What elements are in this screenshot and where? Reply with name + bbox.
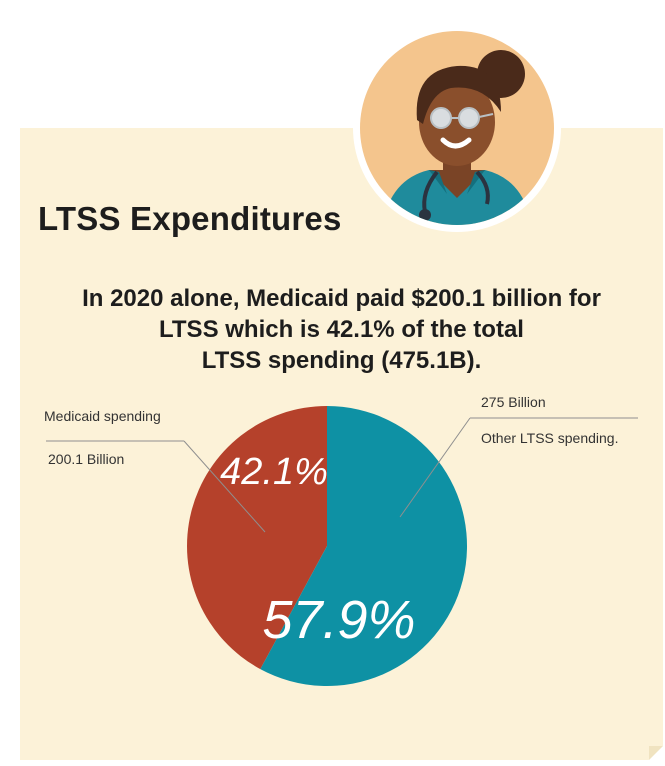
legend-amount-medicaid: 200.1 Billion (48, 451, 125, 467)
legend-label-other: Other LTSS spending. (481, 430, 619, 446)
legend-amount-other: 275 Billion (481, 394, 546, 410)
pie-slice-medicaid (187, 406, 327, 670)
nurse-avatar-icon (351, 22, 563, 234)
summary-line: In 2020 alone, Medicaid paid $200.1 bill… (82, 285, 601, 312)
slice-label-other: 57.9% (262, 590, 415, 650)
pie-slice-other (260, 406, 468, 686)
page-fold-corner (649, 746, 663, 760)
page-title: LTSS Expenditures (38, 200, 342, 237)
leader-line-medicaid (183, 440, 266, 533)
slice-label-medicaid: 42.1% (220, 451, 328, 493)
leader-line-other (399, 417, 471, 518)
summary-line: LTSS spending (475.1B). (201, 347, 482, 374)
summary-line: LTSS which is 42.1% of the total (159, 316, 524, 343)
legend-label-medicaid: Medicaid spending (44, 408, 161, 424)
summary-text: In 2020 alone, Medicaid paid $200.1 bill… (20, 283, 663, 376)
